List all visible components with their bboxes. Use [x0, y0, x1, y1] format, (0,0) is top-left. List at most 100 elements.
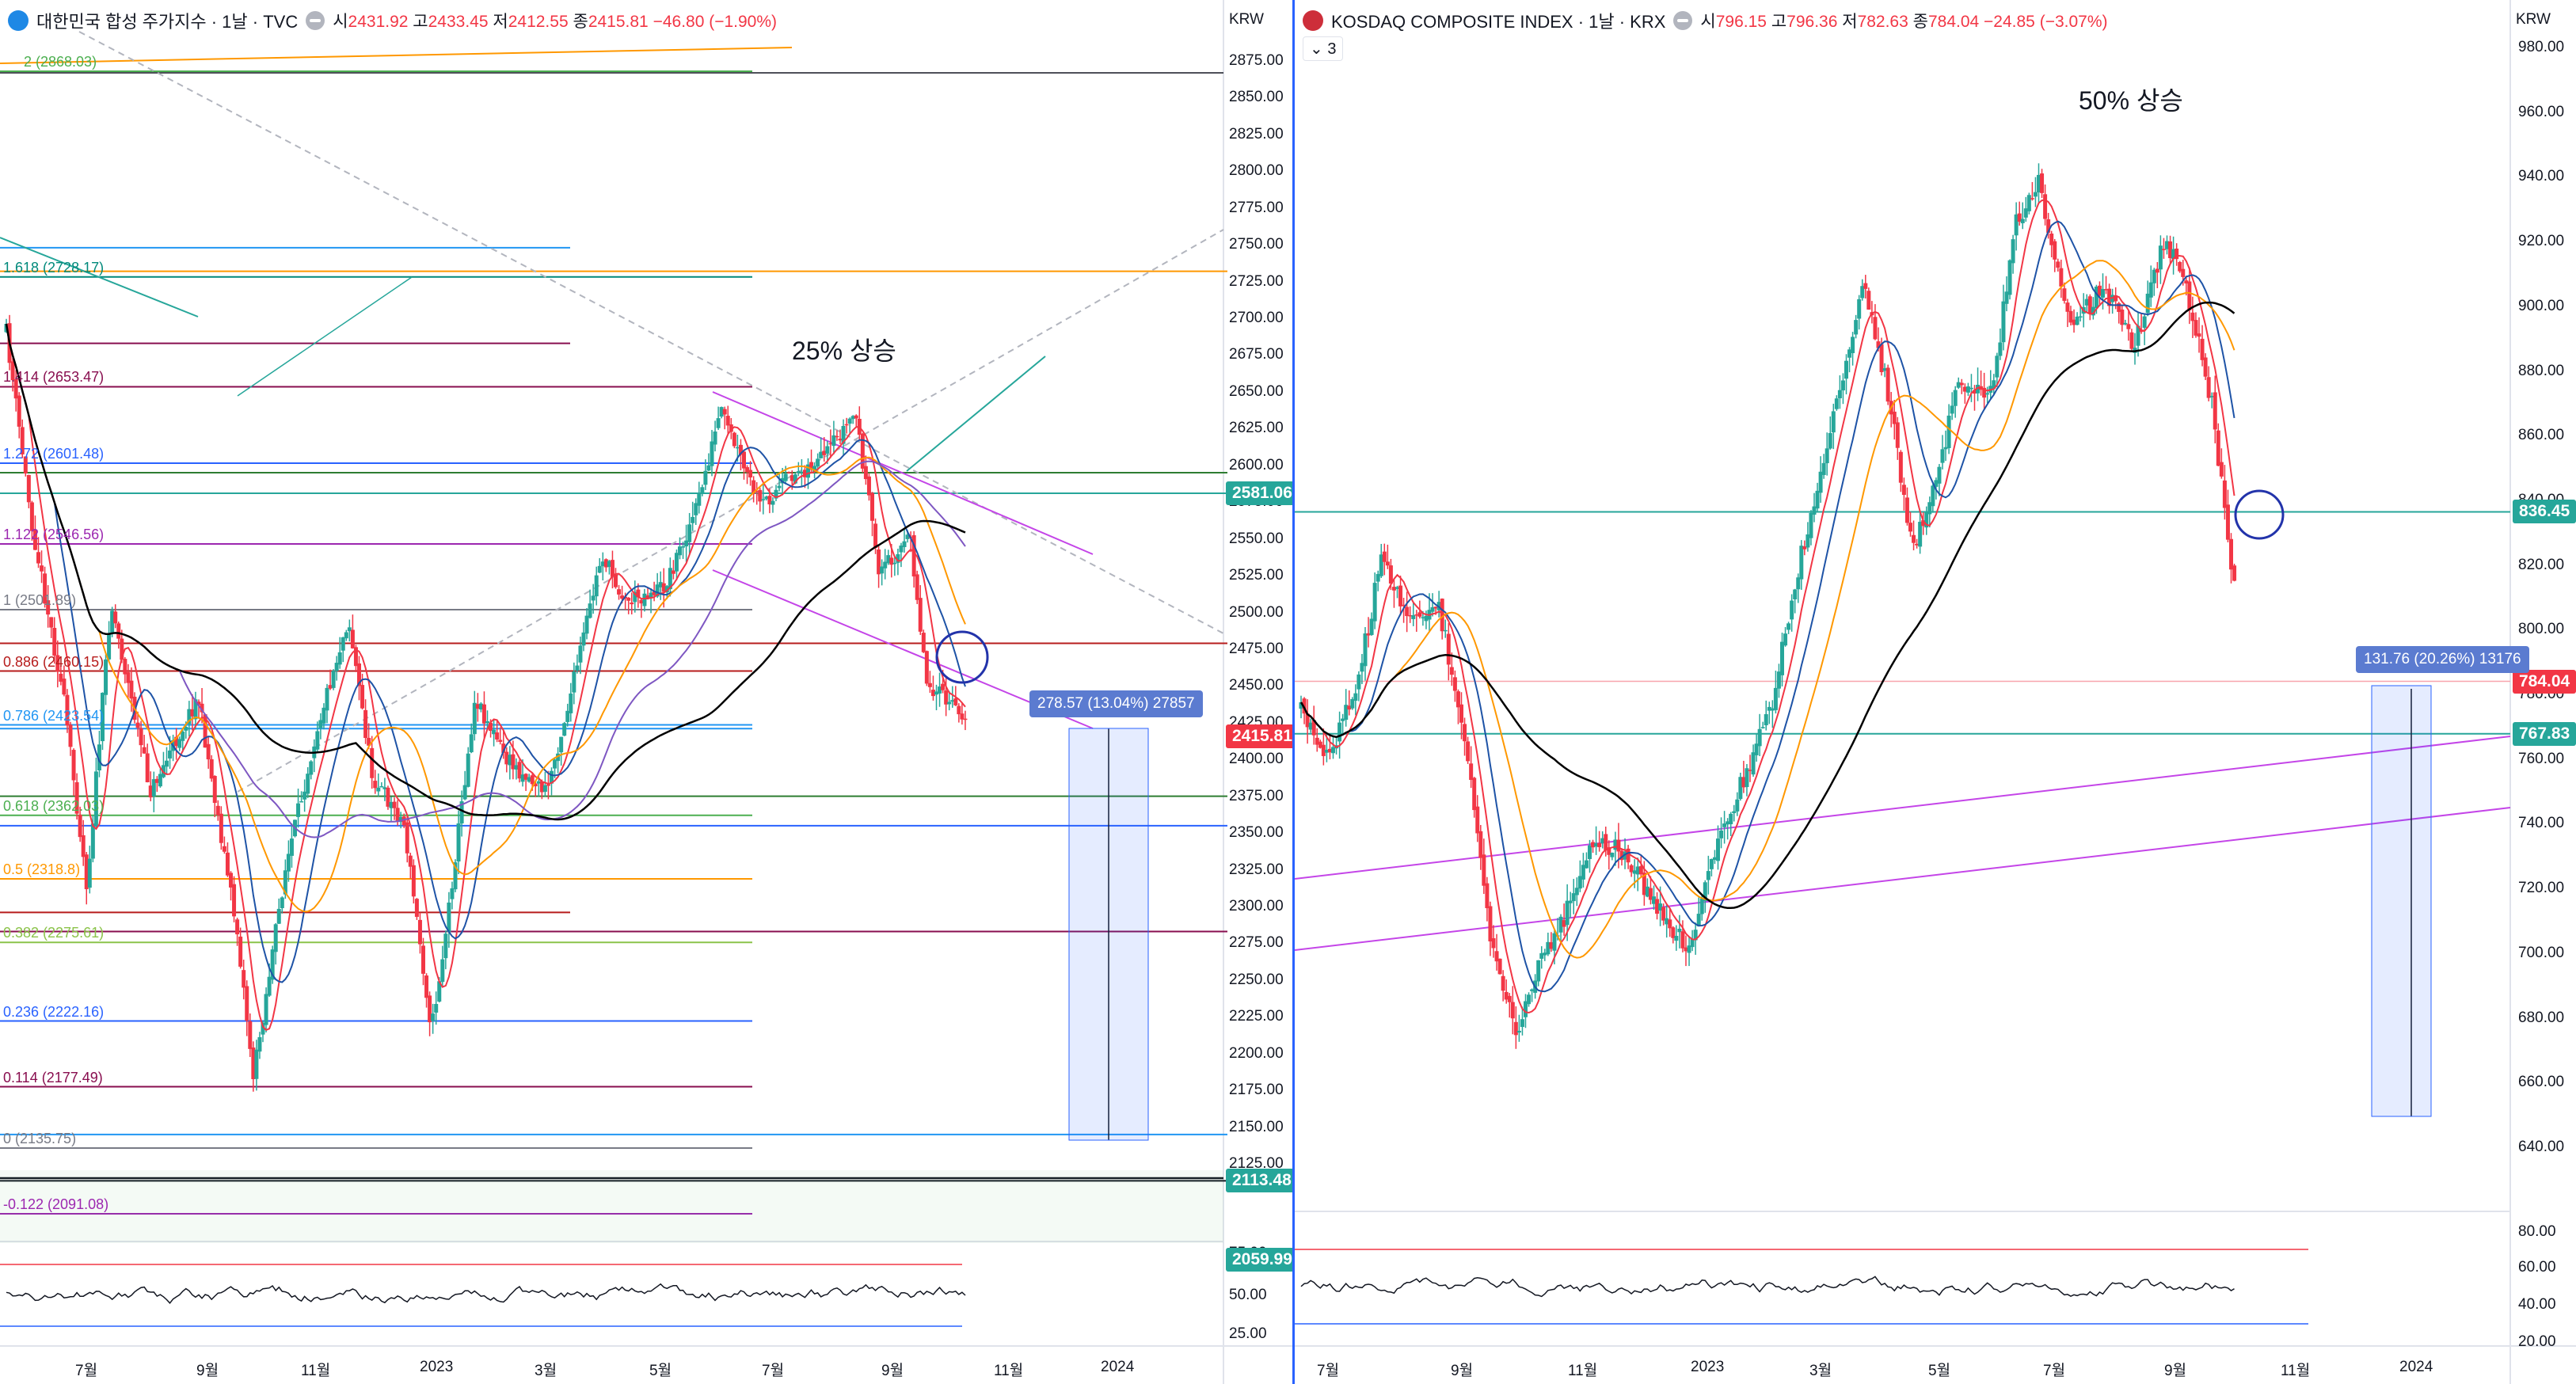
candle-body [1414, 614, 1419, 616]
candle-body [1934, 480, 1939, 487]
candle-body [331, 671, 336, 688]
candle-body [1632, 870, 1637, 874]
kosdaq-currency-label[interactable]: KRW [2516, 11, 2551, 28]
candle-body [2065, 302, 2070, 312]
candle-body [2078, 316, 2083, 317]
candle-body [489, 722, 493, 732]
candle-body [1539, 952, 1544, 959]
candle-body [1815, 490, 1820, 509]
candle-body [812, 466, 817, 473]
kosdaq-measure-label: 131.76 (20.26%) 13176 [2356, 646, 2529, 673]
candle-body [23, 456, 28, 474]
candle-body [219, 813, 223, 843]
candle-body [1898, 451, 1903, 483]
time-tick: 9월 [1451, 1363, 1474, 1379]
candle-body [1696, 914, 1701, 927]
candle-body [1652, 896, 1656, 904]
candle-body [43, 573, 48, 604]
candle-body [1809, 512, 1813, 538]
eye-icon[interactable] [306, 11, 325, 30]
candle-body [1674, 936, 1679, 941]
candle-body [1308, 722, 1313, 730]
candle-body [212, 775, 217, 804]
time-tick: 11월 [1568, 1363, 1598, 1379]
kosdaq-chart-pane[interactable]: KOSDAQ COMPOSITE INDEX · 1날 · KRX 시796.1… [1295, 0, 2576, 1384]
candle-body [1741, 777, 1746, 788]
candle-body [1757, 728, 1762, 747]
candle-body [299, 801, 304, 803]
candle-body [1494, 951, 1499, 962]
price-tick: 980.00 [2518, 39, 2565, 55]
candle-body [120, 638, 124, 660]
price-tick: 2500.00 [1229, 603, 1284, 621]
candle-body [838, 439, 843, 441]
candle-body [1478, 831, 1483, 858]
candle-body [417, 919, 422, 945]
candle-body [1793, 589, 1798, 599]
candle-body [145, 753, 150, 782]
candle-body [927, 682, 932, 687]
price-label: 2113.48 [1226, 1169, 1292, 1193]
candle-body [93, 771, 98, 826]
candle-body [206, 743, 211, 760]
candle-body [2011, 239, 2015, 264]
kosdaq-annotation[interactable]: 50% 상승 [2079, 86, 2183, 115]
price-tick: 2700.00 [1229, 310, 1284, 327]
candle-body [722, 409, 727, 415]
candle-body [614, 574, 618, 587]
candle-body [443, 933, 448, 959]
candle-body [1956, 382, 1961, 388]
kospi-annotation[interactable]: 25% 상승 [792, 336, 896, 365]
candle-body [1497, 958, 1502, 975]
candle-body [924, 651, 929, 684]
indicators-collapse-button[interactable]: ⌄ 3 [1303, 36, 1344, 61]
ma-red-line [6, 323, 966, 1032]
candle-body [261, 1022, 265, 1035]
candle-body [2155, 268, 2159, 273]
price-tick: 700.00 [2518, 944, 2565, 961]
kospi-chart-pane[interactable]: 대한민국 합성 주가지수 · 1날 · TVC 시2431.92 고2433.4… [0, 0, 1292, 1384]
kospi-currency-label[interactable]: KRW [1229, 11, 1264, 28]
candle-body [658, 582, 663, 587]
candle-body [344, 632, 348, 639]
pane-divider[interactable] [1292, 0, 1295, 1384]
highlight-circle [2234, 489, 2285, 540]
candle-body [481, 704, 486, 724]
candle-body [1376, 574, 1380, 582]
candle-body [1391, 587, 1396, 591]
kospi-chart-canvas[interactable] [0, 0, 1292, 1384]
price-tick: 2400.00 [1229, 751, 1284, 768]
candle-body [844, 424, 849, 426]
candle-body [270, 949, 275, 980]
kospi-symbol-title[interactable]: 대한민국 합성 주가지수 · 1날 · TVC [36, 12, 299, 32]
candle-body [2200, 338, 2205, 360]
candle-body [2129, 332, 2134, 349]
candle-body [1786, 623, 1791, 630]
candle-body [447, 902, 451, 933]
candle-body [930, 690, 935, 697]
candle-body [2001, 301, 2006, 343]
candle-body [68, 724, 73, 747]
candle-body [1818, 471, 1823, 493]
candle-body [2229, 538, 2233, 570]
candle-body [1504, 991, 1509, 1000]
candle-body [1463, 724, 1467, 742]
candle-body [328, 685, 333, 689]
candle-body [1726, 821, 1730, 825]
kosdaq-chart-canvas[interactable] [1295, 0, 2576, 1384]
candle-body [1574, 888, 1579, 895]
candle-body [610, 560, 615, 577]
price-tick: 860.00 [2518, 427, 2565, 444]
candle-body [2007, 260, 2012, 295]
eye-icon[interactable] [1673, 11, 1693, 30]
candle-body [78, 814, 82, 838]
candle-body [49, 617, 54, 628]
fib-level-label: 2 (2868.03) [24, 53, 97, 70]
candle-body [283, 870, 287, 895]
candle-body [819, 451, 824, 458]
candle-body [1369, 618, 1374, 635]
candle-body [1982, 387, 1987, 398]
kosdaq-symbol-title[interactable]: KOSDAQ COMPOSITE INDEX · 1날 · KRX [1331, 12, 1666, 32]
candle-body [1491, 937, 1496, 949]
candle-body [177, 739, 182, 748]
